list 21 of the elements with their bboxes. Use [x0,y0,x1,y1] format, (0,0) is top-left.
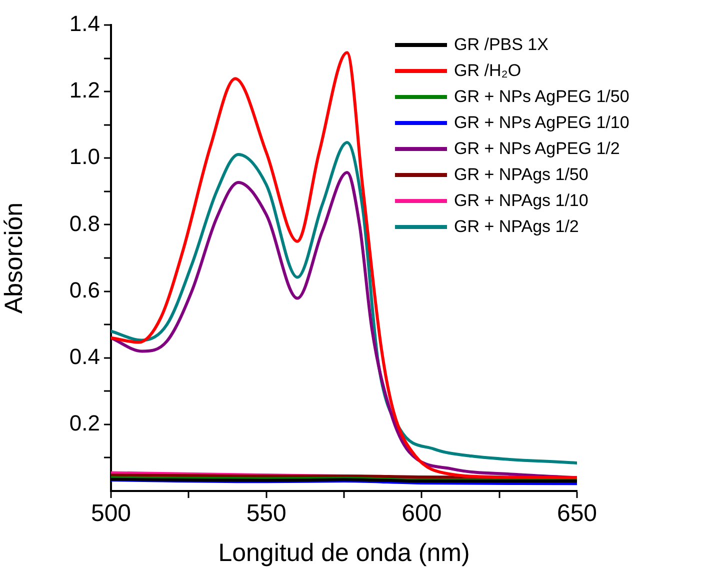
legend-label: GR /H₂O [454,60,522,82]
x-axis-title: Longitud de onda (nm) [218,538,470,567]
x-tick-label: 650 [556,500,598,528]
x-tick-label: 550 [246,500,286,528]
y-tick-label: 0.4 [69,344,100,369]
legend-label: GR /PBS 1X [454,34,548,56]
y-tick-label: 0.6 [69,277,100,302]
legend-label: GR + NPs AgPEG 1/10 [454,112,630,134]
legend-label: GR + NPs AgPEG 1/50 [454,86,630,108]
y-tick-label: 0.8 [69,210,100,236]
y-tick-label: 0.2 [69,410,100,436]
legend-label: GR + NPAgs 1/2 [454,216,579,238]
y-tick-label: 1.4 [69,11,100,36]
legend-label: GR + NPs AgPEG 1/2 [454,138,620,160]
y-tick-label: 1.0 [69,144,100,170]
y-tick-label: 1.2 [69,78,100,103]
legend-label: GR + NPAgs 1/50 [454,164,588,186]
legend-label: GR + NPAgs 1/10 [454,190,588,212]
x-tick-label: 600 [402,500,442,528]
y-axis-title: Absorción [0,202,28,314]
x-tick-label: 500 [90,500,132,528]
